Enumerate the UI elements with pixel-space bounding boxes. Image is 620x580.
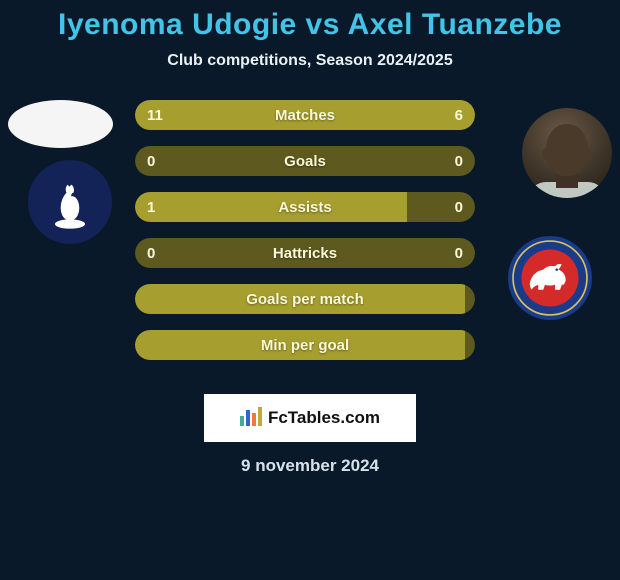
comparison-card: Iyenoma Udogie vs Axel Tuanzebe Club com… xyxy=(0,0,620,476)
card-subtitle: Club competitions, Season 2024/2025 xyxy=(0,52,620,70)
stat-value-right: 0 xyxy=(455,238,463,268)
stat-value-left: 0 xyxy=(147,238,155,268)
stat-label: Matches xyxy=(135,100,475,130)
card-title: Iyenoma Udogie vs Axel Tuanzebe xyxy=(0,8,620,42)
source-badge: FcTables.com xyxy=(204,394,416,442)
stat-row: Assists1 0 xyxy=(135,192,475,222)
fctables-logo-icon xyxy=(240,406,262,431)
player-right-photo xyxy=(522,108,612,198)
stat-label: Goals per match xyxy=(135,284,475,314)
stat-row: Matches11 6 xyxy=(135,100,475,130)
stat-label: Hattricks xyxy=(135,238,475,268)
tottenham-crest xyxy=(28,160,112,244)
comparison-body: Matches116Goals00Assists10Hattricks00Goa… xyxy=(0,100,620,380)
stat-value-right: 0 xyxy=(455,192,463,222)
stat-value-right: 6 xyxy=(455,100,463,130)
horse-crest-icon xyxy=(508,236,592,320)
card-date: 9 november 2024 xyxy=(0,456,620,476)
stat-label: Goals xyxy=(135,146,475,176)
stat-value-left: 1 xyxy=(147,192,155,222)
stat-bar-list: Matches116Goals00Assists10Hattricks00Goa… xyxy=(135,100,475,376)
stat-value-right: 0 xyxy=(455,146,463,176)
stat-label: Min per goal xyxy=(135,330,475,360)
stat-row: Min per goal xyxy=(135,330,475,360)
source-label: FcTables.com xyxy=(268,408,380,428)
ipswich-crest xyxy=(508,236,592,320)
stat-label: Assists xyxy=(135,192,475,222)
stat-row: Goals0 0 xyxy=(135,146,475,176)
player-left-photo xyxy=(8,100,113,148)
cockerel-icon xyxy=(41,173,99,231)
stat-row: Goals per match xyxy=(135,284,475,314)
stat-row: Hattricks0 0 xyxy=(135,238,475,268)
stat-value-left: 0 xyxy=(147,146,155,176)
stat-value-left: 11 xyxy=(147,100,163,130)
